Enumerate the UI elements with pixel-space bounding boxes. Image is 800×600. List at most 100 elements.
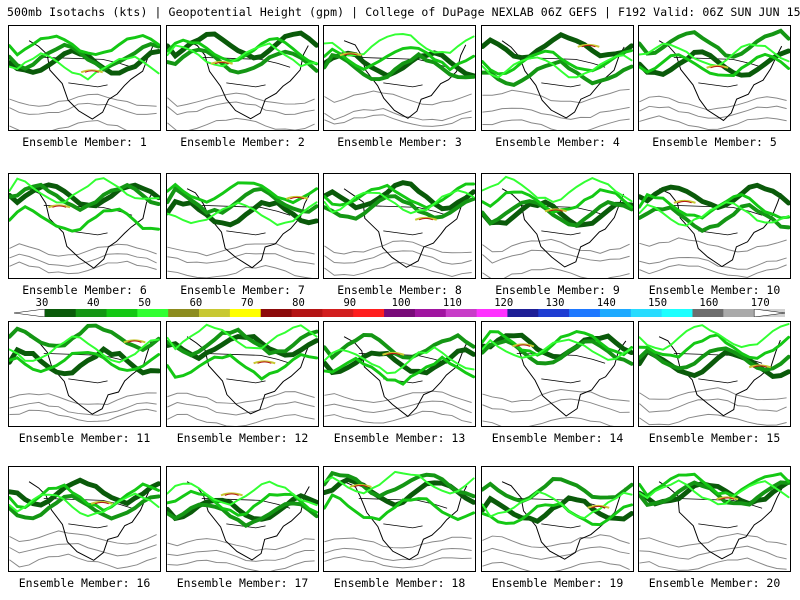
jet-max [386,352,401,356]
ensemble-map-panel[interactable] [8,173,161,279]
isotach-band [639,28,790,59]
member-map [9,323,160,423]
isotach-band [167,42,318,68]
isotach-band [482,188,633,214]
isotach-band [482,338,633,361]
member-label: Ensemble Member: 4 [495,135,620,149]
member-map [9,177,160,275]
height-contour [639,264,787,278]
member-label: Ensemble Member: 3 [337,135,462,149]
height-contour [324,250,472,265]
member-label: Ensemble Member: 20 [648,576,781,590]
jet-core [512,343,535,348]
ensemble-map-panel[interactable] [481,321,634,427]
ensemble-map-panel[interactable] [8,466,161,572]
height-contour [482,118,630,130]
colorbar-min-arrow [14,309,46,317]
member-label: Ensemble Member: 9 [495,283,620,297]
colorbar-tick-label: 120 [494,297,514,309]
ensemble-map-panel[interactable] [481,173,634,279]
colorbar-max-arrow [753,309,785,317]
member-map [482,32,633,130]
member-map [482,330,633,426]
height-contour [482,238,630,254]
coastline [658,481,784,560]
height-contour [9,253,157,267]
isotach-band [324,332,475,361]
isotach-band [482,59,633,87]
isotach-band [324,194,475,221]
member-map [9,477,160,569]
jet-core [48,204,71,209]
ensemble-map-panel[interactable] [323,466,476,572]
isotach-band [167,327,318,358]
ensemble-map-panel[interactable] [166,321,319,427]
ensemble-map-panel[interactable] [323,321,476,427]
jet-max [591,505,606,509]
jet-core [673,199,696,204]
jet-max [52,205,67,208]
ensemble-map-panel[interactable] [638,173,791,279]
ensemble-map-panel[interactable] [8,25,161,131]
jet-max [343,53,358,56]
coastline [186,40,309,120]
isotach-band [482,501,633,527]
isotach-band [9,52,160,81]
ensemble-map-panel[interactable] [481,466,634,572]
coastline [28,40,154,120]
height-contour [9,553,157,569]
ensemble-map-panel[interactable] [166,25,319,131]
isotach-band [482,495,633,525]
height-contour [482,546,630,560]
political-border [43,57,133,88]
height-contour [324,90,472,106]
height-contour [482,416,614,426]
colorbar-tick-label: 30 [35,297,49,309]
isotach-band [9,42,160,72]
isotach-band [9,351,160,374]
isotach-band [482,477,633,504]
height-contour [639,413,787,426]
member-map [324,33,475,127]
ensemble-map-panel[interactable] [323,173,476,279]
isotach-band [482,199,633,228]
ensemble-map-panel[interactable] [638,321,791,427]
ensemble-map-panel[interactable] [638,25,791,131]
member-map [482,175,633,278]
isotach-band [167,185,318,215]
isotach-band [167,353,318,381]
colorbar-segment [353,309,385,317]
ensemble-map-panel[interactable] [638,466,791,572]
height-contour [639,545,787,560]
height-contour [167,549,315,562]
ensemble-map-panel[interactable] [323,25,476,131]
ensemble-map-panel[interactable] [166,173,319,279]
height-contour [9,260,157,275]
jet-max [548,209,563,212]
coastline [343,481,468,561]
height-contour [324,400,472,414]
jet-max [290,196,305,200]
height-contour [639,237,787,253]
height-contour [324,556,472,569]
ensemble-map-panel[interactable] [8,321,161,427]
ensemble-map-panel[interactable] [481,25,634,131]
height-contour [167,264,313,278]
member-label: Ensemble Member: 18 [333,576,466,590]
colorbar-segment [199,309,231,317]
isotach-band [324,470,475,495]
isotach-band [167,198,318,228]
jet-max [752,365,768,368]
jet-max [224,493,239,496]
isotach-band [9,323,160,353]
jet-max [353,484,368,488]
colorbar-segment [692,309,724,317]
ensemble-map-panel[interactable] [166,466,319,572]
isotach-band [9,182,160,213]
member-label: Ensemble Member: 8 [337,283,462,297]
colorbar-segment [476,309,508,317]
colorbar-segment [538,309,570,317]
height-contour [639,105,787,119]
height-contour [482,398,630,413]
colorbar-tick-label: 110 [442,297,462,309]
